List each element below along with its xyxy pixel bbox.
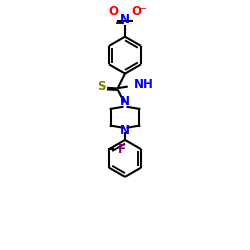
Text: N: N [120, 13, 130, 26]
Text: N: N [120, 124, 130, 136]
Text: N: N [120, 96, 130, 108]
Text: O: O [108, 5, 118, 18]
Text: F: F [118, 143, 126, 156]
Text: NH: NH [134, 78, 154, 92]
Text: O: O [132, 5, 141, 18]
Text: S: S [97, 80, 105, 93]
Text: −: − [139, 4, 147, 14]
